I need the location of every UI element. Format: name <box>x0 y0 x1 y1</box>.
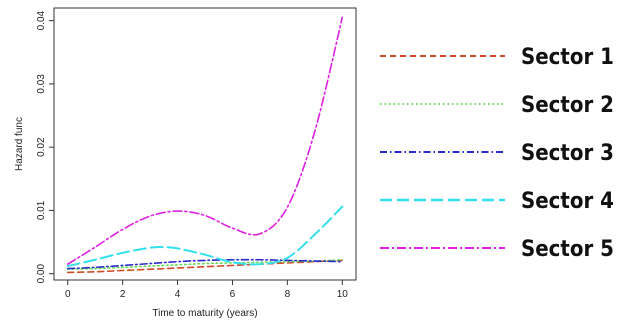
legend-label-sector-1: Sector 1 <box>521 45 614 70</box>
series-group <box>66 16 344 274</box>
legend-label-sector-4: Sector 4 <box>521 189 614 214</box>
y-tick-label: 0.02 <box>36 137 47 157</box>
plot-frame <box>53 7 357 281</box>
legend-label-sector-3: Sector 3 <box>521 141 614 166</box>
y-axis-title: Hazard func <box>14 117 25 171</box>
legend-label-sector-2: Sector 2 <box>521 93 614 118</box>
axes: 0 2 4 6 8 10 0.00 0.01 0.02 0.03 0.04 <box>36 10 348 300</box>
x-tick-label: 2 <box>120 289 126 300</box>
series-line-sector-5 <box>66 16 344 265</box>
x-tick-label: 10 <box>337 289 349 300</box>
x-tick-label: 0 <box>65 289 71 300</box>
series-line-sector-3 <box>66 258 344 270</box>
series-line-sector-4 <box>66 205 344 268</box>
y-tick-label: 0.00 <box>36 264 47 284</box>
y-tick-label: 0.01 <box>36 200 47 220</box>
x-axis-title: Time to maturity (years) <box>152 308 257 319</box>
legend: Sector 1 Sector 2 Sector 3 Sector 4 Sector 5 <box>380 45 614 262</box>
series-line-sector-2 <box>66 258 344 271</box>
x-tick-label: 4 <box>175 289 181 300</box>
y-tick-label: 0.03 <box>36 74 47 94</box>
y-tick-label: 0.04 <box>36 10 47 30</box>
x-tick-label: 8 <box>285 289 291 300</box>
x-tick-label: 6 <box>230 289 236 300</box>
legend-label-sector-5: Sector 5 <box>521 237 614 262</box>
